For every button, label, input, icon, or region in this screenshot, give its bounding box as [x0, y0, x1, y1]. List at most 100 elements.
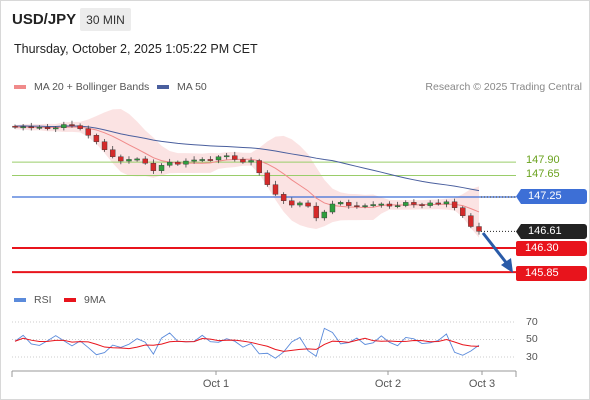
level-label-147-65: 147.65: [526, 168, 560, 180]
candle: [36, 125, 43, 130]
candle: [215, 155, 222, 164]
legend-ma20: MA 20 + Bollinger Bands: [14, 81, 149, 93]
candle: [305, 200, 311, 208]
candle: [69, 120, 75, 128]
x-tick-label-oct-2: Oct 2: [374, 378, 402, 390]
candle: [175, 160, 181, 166]
candle: [451, 198, 458, 211]
candle-body: [403, 202, 409, 206]
candle-body: [134, 158, 140, 161]
candle: [264, 170, 271, 187]
pivot-price-tag: 147.25: [516, 189, 587, 204]
candle: [403, 200, 409, 208]
candle: [427, 200, 433, 208]
research-credit: Research © 2025 Trading Central: [425, 81, 582, 93]
candle: [240, 157, 246, 164]
candle-body: [329, 203, 336, 213]
candle: [354, 201, 360, 209]
candle: [460, 206, 466, 218]
candle: [166, 158, 173, 168]
candle-body: [109, 149, 116, 157]
legend-rsi: RSI: [14, 294, 52, 306]
ma20-label: MA 20 + Bollinger Bands: [34, 81, 150, 93]
candle-body: [289, 200, 295, 206]
ma20-line: [14, 126, 480, 213]
candle-body: [297, 202, 303, 206]
rsi-level-30: 30: [526, 351, 538, 363]
rsi-swatch: [14, 298, 26, 302]
candle: [101, 139, 108, 152]
candle: [126, 156, 132, 164]
candle: [12, 124, 18, 129]
candle-body: [468, 215, 474, 227]
candle: [443, 199, 450, 208]
forecast-arrow-head: [501, 258, 513, 273]
candle: [378, 202, 385, 208]
candle-body: [411, 202, 417, 205]
candle-body: [248, 160, 254, 163]
current-price-tag: 146.61: [516, 224, 587, 239]
rsi-label: RSI: [34, 294, 52, 306]
timestamp: Thursday, October 2, 2025 1:05:22 PM CET: [14, 42, 258, 56]
candle: [297, 201, 303, 208]
candle: [61, 121, 67, 131]
legend-ma50: MA 50: [157, 81, 207, 93]
candle-body: [305, 202, 311, 207]
candle-body: [435, 202, 441, 205]
timeframe-badge[interactable]: 30 MIN: [80, 8, 131, 31]
candle-body: [460, 207, 466, 216]
candle-body: [240, 159, 246, 163]
candle: [280, 192, 287, 204]
candle-body: [36, 127, 43, 129]
candle: [134, 157, 140, 162]
support-1-tag: 146.30: [516, 241, 587, 256]
candle-body: [394, 205, 401, 207]
candle-body: [191, 159, 197, 162]
candle: [232, 151, 238, 162]
candle: [118, 154, 124, 165]
candle-body: [419, 204, 425, 206]
candle: [337, 200, 344, 206]
x-tick-label-oct-1: Oct 1: [202, 378, 230, 390]
ma9-label: 9MA: [84, 294, 106, 306]
ma50-label: MA 50: [177, 81, 207, 93]
legend-9ma: 9MA: [64, 294, 106, 306]
candle-body: [69, 124, 75, 126]
candle-body: [20, 126, 26, 129]
candle: [44, 123, 51, 131]
candle-body: [44, 127, 51, 130]
candle-body: [337, 202, 344, 205]
candle: [321, 209, 328, 221]
candle-body: [313, 205, 319, 219]
ma50-line: [14, 125, 480, 192]
candle: [411, 199, 417, 208]
ma50-swatch: [157, 85, 169, 89]
candle-body: [175, 161, 181, 165]
candle-body: [150, 162, 157, 171]
symbol-title: USD/JPY: [12, 11, 77, 28]
candle: [394, 201, 401, 209]
x-tick-label-oct-3: Oct 3: [468, 378, 496, 390]
candle-body: [61, 124, 67, 128]
candle-body: [264, 172, 271, 185]
candle-body: [85, 128, 91, 136]
candle-body: [272, 184, 279, 195]
candle: [207, 156, 214, 162]
candle-body: [223, 155, 230, 158]
bollinger-band: [15, 109, 479, 238]
candle-body: [451, 201, 458, 208]
candle: [150, 159, 157, 174]
forecast-arrow-shaft: [481, 232, 510, 266]
rsi-level-50: 50: [526, 333, 538, 345]
support-2-tag: 145.85: [516, 266, 587, 281]
candle: [289, 197, 295, 208]
candle-body: [232, 155, 238, 160]
candle-body: [53, 127, 59, 130]
rsi-level-70: 70: [526, 316, 538, 328]
candle-body: [354, 205, 360, 207]
forecast-arrow-icon: [481, 232, 513, 273]
candle: [362, 203, 368, 209]
candle-body: [166, 161, 173, 166]
